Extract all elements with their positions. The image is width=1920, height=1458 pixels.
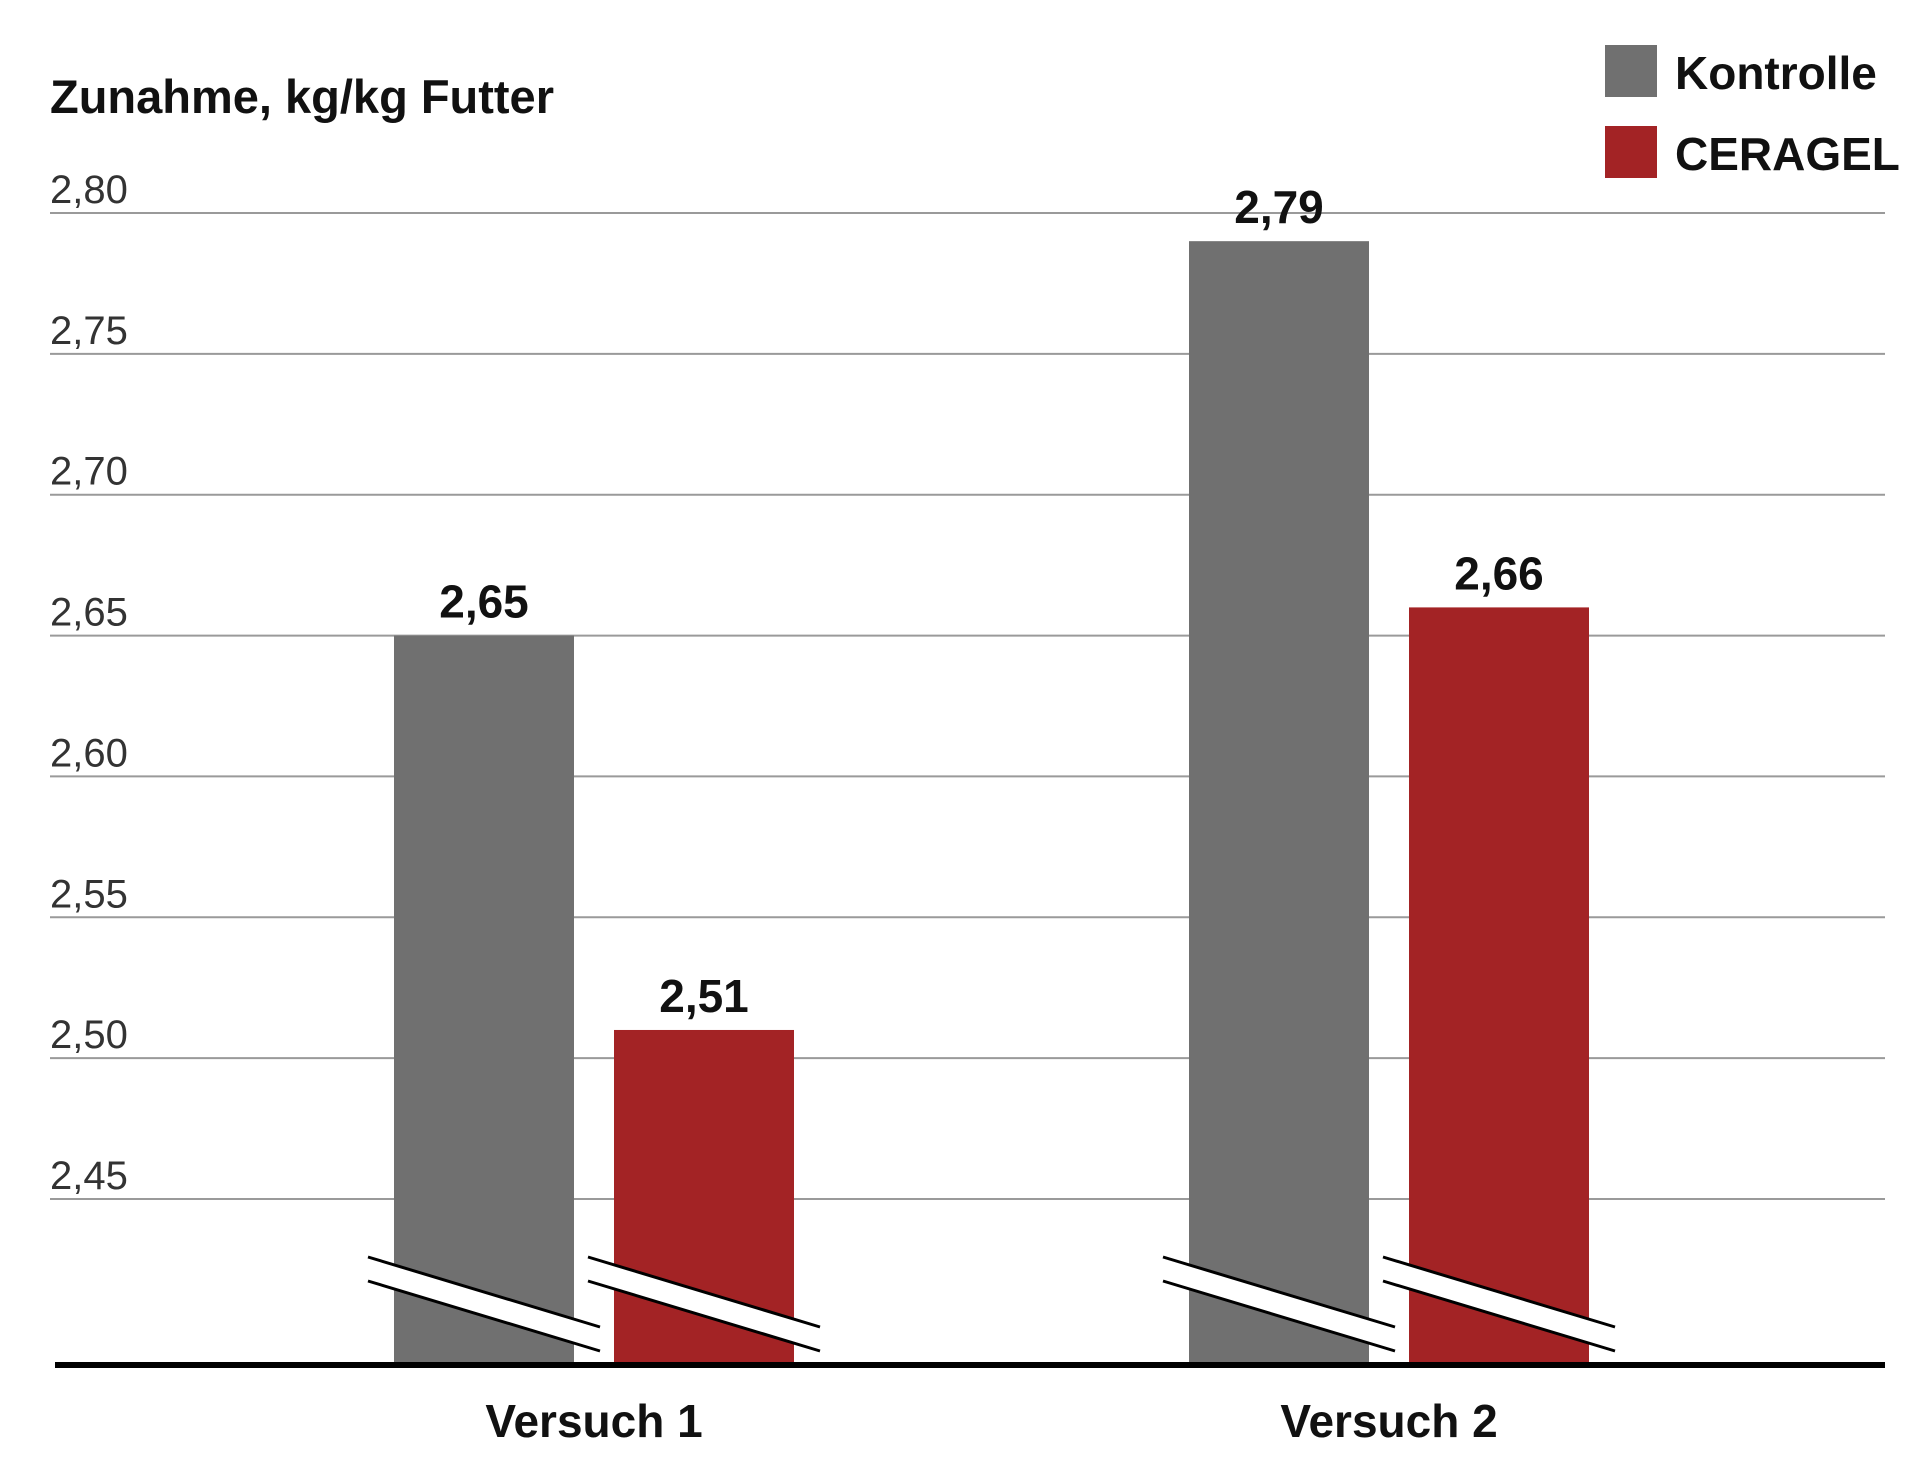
y-axis-label: Zunahme, kg/kg Futter <box>50 70 554 123</box>
y-tick-label: 2,50 <box>50 1013 128 1057</box>
legend-label: Kontrolle <box>1675 47 1877 99</box>
value-label: 2,79 <box>1234 181 1324 233</box>
bars <box>394 241 1589 1366</box>
axis-break-band <box>368 1257 600 1351</box>
axis-break-line <box>367 1279 601 1353</box>
y-axis-ticks: 2,45 2,50 2,55 2,60 2,65 2,70 2,75 2,80 <box>50 168 128 1198</box>
axis-break-line <box>587 1279 821 1353</box>
x-category-label: Versuch 1 <box>485 1395 702 1447</box>
legend-label: CERAGEL <box>1675 128 1900 180</box>
value-label: 2,51 <box>659 970 749 1022</box>
y-tick-label: 2,60 <box>50 731 128 775</box>
y-tick-label: 2,80 <box>50 168 128 212</box>
bar-kontrolle-1 <box>394 635 574 1365</box>
axis-break-band <box>1163 1257 1395 1351</box>
axis-break-band <box>588 1257 820 1351</box>
axis-break-line <box>1162 1279 1396 1353</box>
x-category-label: Versuch 2 <box>1280 1395 1497 1447</box>
axis-break-line <box>1162 1255 1396 1329</box>
legend-swatch <box>1605 126 1657 178</box>
x-axis-categories: Versuch 1 Versuch 2 <box>485 1395 1497 1447</box>
y-tick-label: 2,70 <box>50 450 128 494</box>
y-tick-label: 2,45 <box>50 1154 128 1198</box>
axis-break-marks <box>367 1255 1616 1353</box>
bar-ceragel-2 <box>1409 607 1589 1365</box>
gridlines <box>50 212 1885 1200</box>
axis-break-line <box>587 1255 821 1329</box>
value-label: 2,66 <box>1454 547 1544 599</box>
axis-break-band <box>1383 1257 1615 1351</box>
value-labels: 2,65 2,79 2,51 2,66 <box>439 181 1544 1022</box>
axis-break-line <box>367 1255 601 1329</box>
value-label: 2,65 <box>439 576 529 628</box>
y-tick-label: 2,75 <box>50 309 128 353</box>
legend: Kontrolle CERAGEL <box>1605 45 1900 180</box>
bar-kontrolle-2 <box>1189 241 1369 1366</box>
y-tick-label: 2,65 <box>50 591 128 635</box>
y-tick-label: 2,55 <box>50 872 128 916</box>
legend-swatch <box>1605 45 1657 97</box>
axis-break-line <box>1382 1279 1616 1353</box>
axis-break-line <box>1382 1255 1616 1329</box>
